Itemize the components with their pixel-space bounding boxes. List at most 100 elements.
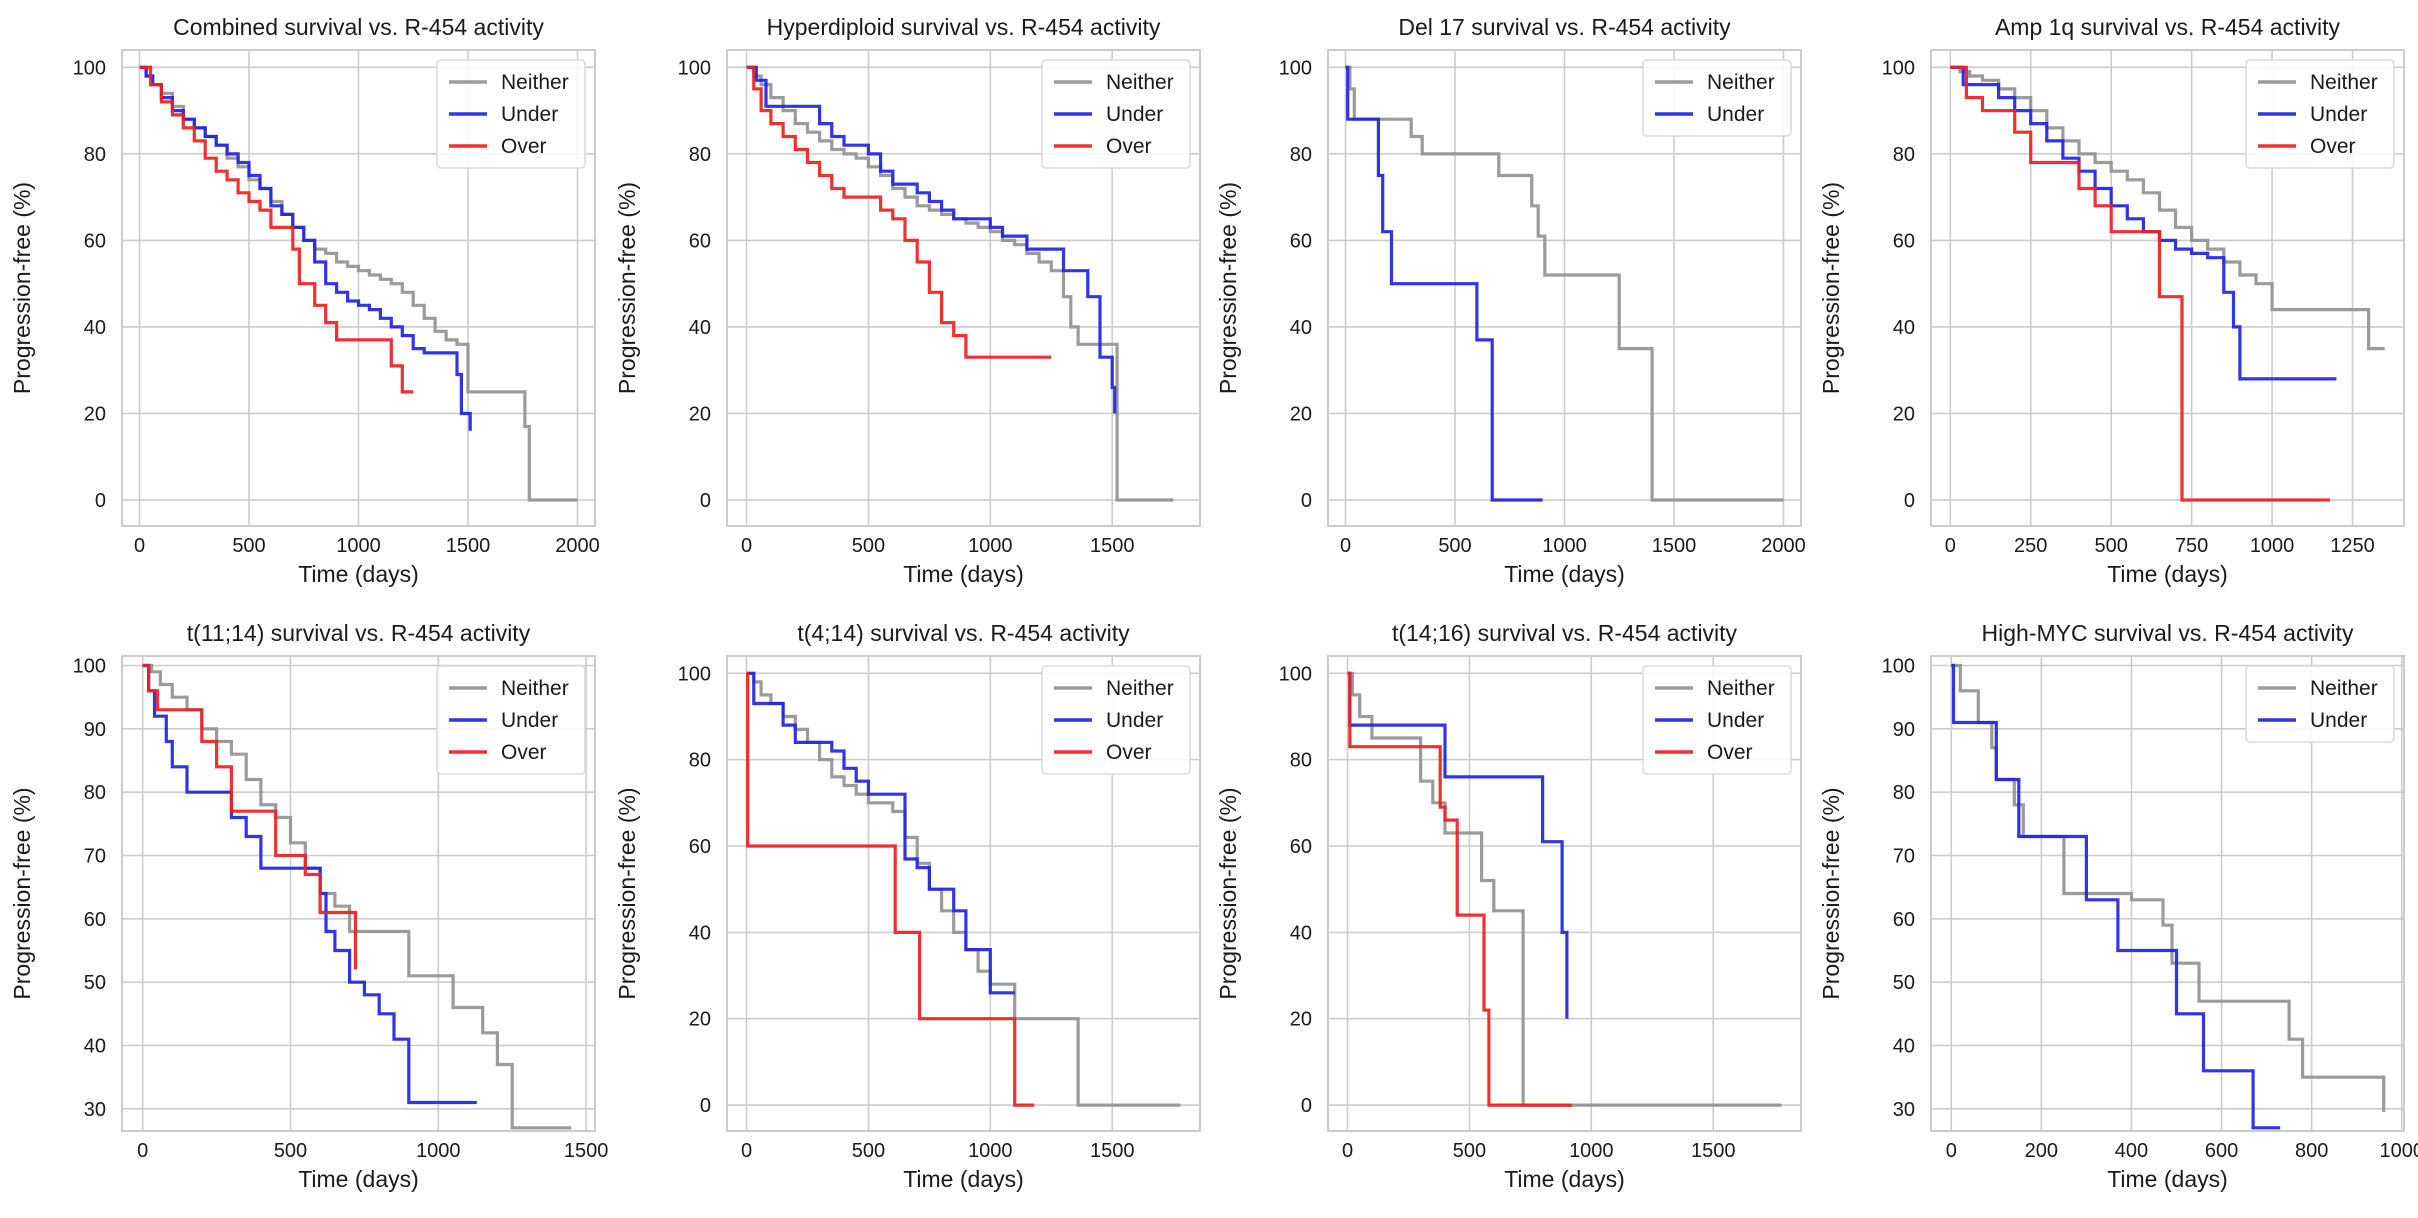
- legend-label: Neither: [1707, 71, 1775, 94]
- legend-label: Neither: [2310, 677, 2378, 700]
- legend-box: [436, 59, 586, 169]
- series-line-under: [139, 65, 472, 431]
- x-tick-label: 1500: [1090, 535, 1135, 557]
- x-tick-label: 1500: [1691, 1140, 1736, 1162]
- y-tick-label: 60: [1893, 230, 1915, 252]
- legend-box: [2245, 665, 2395, 743]
- series-line-under: [1950, 65, 2337, 381]
- series-line-over: [142, 663, 358, 970]
- chart-panel-5: 0 500 1000 1500 30 40 50 60 70 80 90 100 t(11;14) su…: [9, 620, 608, 1192]
- y-tick-label: 0: [1301, 1095, 1312, 1117]
- legend-label: Neither: [501, 71, 569, 94]
- x-tick-label: 200: [2025, 1140, 2058, 1162]
- plot-frame: [121, 655, 596, 1132]
- series-group: [746, 671, 1181, 1107]
- series-line-over: [1347, 671, 1572, 1107]
- series-line-over: [139, 65, 414, 394]
- x-tick-label: 500: [2095, 535, 2128, 557]
- series-line-under: [746, 65, 1117, 414]
- x-tick-label: 750: [2175, 535, 2208, 557]
- x-tick-label: 1500: [1652, 535, 1697, 557]
- y-tick-label: 60: [1290, 230, 1312, 252]
- chart-panel-4: 0 250 500 750 1000 1250 0 20 40 60 80 100 Amp 1q sur…: [1818, 14, 2405, 587]
- chart-title: Amp 1q survival vs. R-454 activity: [1995, 14, 2341, 40]
- chart-panel-1: 0 500 1000 1500 2000 0 20 40 60 80 100 Combined sur…: [9, 14, 600, 587]
- y-tick-label: 90: [84, 719, 106, 741]
- x-tick-label: 0: [134, 535, 145, 557]
- plot-frame: [726, 655, 1201, 1132]
- y-axis-label: Progression-free (%): [9, 182, 35, 394]
- x-tick-label: 500: [232, 535, 265, 557]
- series-line-under: [1347, 671, 1569, 1019]
- legend-box: [1642, 665, 1792, 775]
- series-line-over: [746, 65, 1052, 359]
- y-tick-label: 100: [678, 57, 711, 79]
- y-axis-label: Progression-free (%): [1215, 787, 1241, 999]
- x-axis-label: Time (days): [2107, 1166, 2228, 1192]
- y-axis-label: Progression-free (%): [614, 787, 640, 999]
- legend: Neither Under Over: [436, 59, 586, 169]
- y-tick-label: 80: [1893, 782, 1915, 804]
- legend-label: Neither: [1106, 71, 1174, 94]
- x-tick-label: 400: [2115, 1140, 2148, 1162]
- legend-label: Under: [501, 103, 558, 126]
- y-tick-label: 30: [1893, 1099, 1915, 1121]
- y-tick-label: 20: [1893, 403, 1915, 425]
- y-axis-label: Progression-free (%): [1215, 182, 1241, 394]
- legend: Neither Under: [2245, 665, 2395, 743]
- x-tick-label: 250: [2014, 535, 2047, 557]
- x-tick-label: 500: [1438, 535, 1471, 557]
- y-tick-label: 80: [689, 144, 711, 166]
- y-tick-label: 40: [1893, 317, 1915, 339]
- x-tick-label: 0: [1946, 1140, 1957, 1162]
- y-tick-label: 100: [1882, 656, 1915, 678]
- x-tick-label: 1250: [2330, 535, 2375, 557]
- y-tick-label: 40: [84, 1036, 106, 1058]
- series-line-over: [746, 671, 1035, 1107]
- chart-panel-7: 0 500 1000 1500 0 20 40 60 80 100 t(14;16) surviva…: [1215, 620, 1802, 1192]
- y-tick-label: 20: [1290, 1009, 1312, 1031]
- y-tick-label: 80: [1893, 144, 1915, 166]
- y-tick-label: 100: [1279, 57, 1312, 79]
- chart-panel-8: 0 200 400 600 800 1000 30 40 50 60 70 80 90 100 High-M…: [1818, 620, 2418, 1192]
- legend-label: Under: [501, 709, 558, 732]
- x-tick-label: 1500: [1090, 1140, 1135, 1162]
- y-tick-label: 50: [1893, 972, 1915, 994]
- legend-box: [2245, 59, 2395, 169]
- x-tick-label: 1000: [968, 1140, 1013, 1162]
- series-group: [1950, 65, 2385, 502]
- y-tick-label: 30: [84, 1099, 106, 1121]
- y-axis-label: Progression-free (%): [614, 182, 640, 394]
- y-tick-label: 70: [84, 846, 106, 868]
- legend-label: Under: [2310, 709, 2367, 732]
- y-tick-label: 20: [689, 1009, 711, 1031]
- x-tick-label: 800: [2295, 1140, 2328, 1162]
- y-tick-label: 60: [689, 230, 711, 252]
- x-tick-label: 1000: [416, 1140, 461, 1162]
- legend: Neither Under Over: [436, 665, 586, 775]
- legend: Neither Under Over: [1041, 59, 1191, 169]
- x-axis-label: Time (days): [298, 1166, 419, 1192]
- chart-title: t(4;14) survival vs. R-454 activity: [797, 620, 1130, 646]
- chart-panel-6: 0 500 1000 1500 0 20 40 60 80 100 t(4;14) survival…: [614, 620, 1201, 1192]
- x-axis-label: Time (days): [298, 561, 419, 587]
- grid: [1328, 50, 1801, 526]
- legend-label: Under: [1707, 103, 1764, 126]
- y-tick-label: 80: [1290, 144, 1312, 166]
- chart-title: High-MYC survival vs. R-454 activity: [1982, 620, 2354, 646]
- legend-box: [1041, 665, 1191, 775]
- x-tick-label: 1000: [968, 535, 1013, 557]
- x-tick-label: 1000: [2250, 535, 2295, 557]
- x-tick-label: 0: [137, 1140, 148, 1162]
- y-axis-label: Progression-free (%): [9, 787, 35, 999]
- y-tick-label: 60: [84, 909, 106, 931]
- series-line-over: [1950, 65, 2330, 502]
- x-tick-label: 0: [1945, 535, 1956, 557]
- legend-label: Over: [1106, 135, 1152, 158]
- legend-label: Over: [2310, 135, 2356, 158]
- y-tick-label: 60: [689, 836, 711, 858]
- y-tick-label: 0: [95, 490, 106, 512]
- y-tick-label: 80: [1290, 750, 1312, 772]
- y-tick-label: 100: [73, 656, 106, 678]
